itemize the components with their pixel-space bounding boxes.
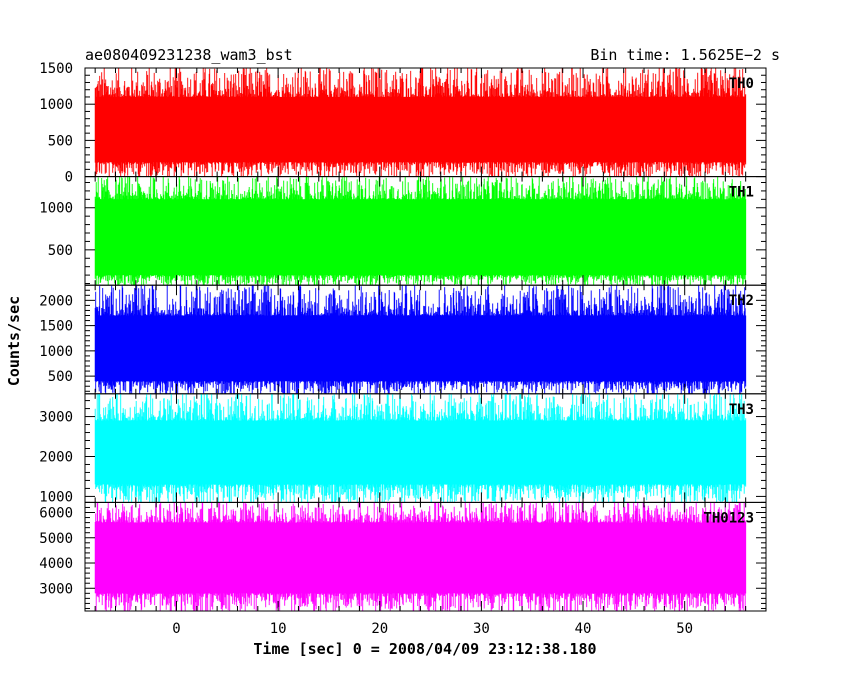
y-tick-label-th0: 1000: [39, 97, 73, 113]
y-tick-label-th1: 1000: [39, 201, 73, 217]
chart-title: ae080409231238_wam3_bst: [85, 46, 293, 64]
y-axis-label: Counts/sec: [5, 296, 23, 386]
y-tick-label-th2: 2000: [39, 293, 73, 309]
y-tick-label-th0123: 5000: [39, 531, 73, 547]
bin-time-label: Bin time: 1.5625E−2 s: [590, 46, 780, 64]
panel-label-th3: TH3: [729, 402, 754, 418]
signal-core-th3: [95, 423, 746, 477]
y-tick-label-th3: 3000: [39, 410, 73, 426]
y-tick-label-th0: 1500: [39, 61, 73, 77]
panel-label-th2: TH2: [729, 293, 754, 309]
panel-label-th1: TH1: [729, 185, 754, 201]
panels-group: 050010001500TH05001000TH1500100015002000…: [39, 61, 767, 637]
x-tick-label: 10: [270, 621, 287, 637]
signal-core-th0: [95, 99, 746, 153]
panel-label-th0: TH0: [729, 76, 754, 92]
y-tick-label-th3: 2000: [39, 449, 73, 465]
x-tick-label: 40: [575, 621, 592, 637]
panel-frame-th0123: [84, 501, 767, 612]
y-tick-label-th1: 500: [48, 243, 73, 259]
x-axis-label: Time [sec] 0 = 2008/04/09 23:12:38.180: [253, 640, 596, 658]
y-tick-label-th3: 1000: [39, 489, 73, 505]
x-tick-label: 30: [473, 621, 490, 637]
signal-core-th2: [95, 318, 746, 373]
x-tick-label: 0: [172, 621, 180, 637]
y-tick-label-th2: 1000: [39, 344, 73, 360]
x-tick-label: 50: [676, 621, 693, 637]
signal-core-th1: [95, 202, 746, 264]
y-tick-label-th0123: 6000: [39, 506, 73, 522]
y-tick-label-th0123: 3000: [39, 581, 73, 597]
x-tick-label: 20: [371, 621, 388, 637]
y-tick-label-th2: 1500: [39, 319, 73, 335]
panel-label-th0123: TH0123: [703, 510, 754, 526]
signal-core-th0123: [95, 525, 746, 583]
y-tick-label-th0: 500: [48, 133, 73, 149]
y-tick-label-th0: 0: [65, 170, 73, 186]
y-tick-label-th0123: 4000: [39, 556, 73, 572]
y-tick-label-th2: 500: [48, 369, 73, 385]
